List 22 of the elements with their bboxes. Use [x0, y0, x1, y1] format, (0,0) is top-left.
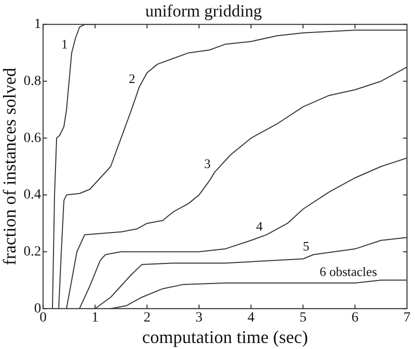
- y-tick-label: 0.6: [24, 130, 42, 146]
- y-tick-label: 1: [34, 17, 42, 32]
- x-tick-label: 2: [144, 310, 151, 326]
- x-axis-title: computation time (sec): [142, 326, 308, 347]
- annotation: 4: [256, 218, 264, 234]
- y-tick-label: 0.4: [24, 188, 42, 203]
- x-tick-label: 7: [404, 310, 410, 326]
- x-tick-label: 6: [352, 310, 359, 326]
- annotation: 1: [61, 36, 68, 52]
- y-tick-label: 0: [34, 301, 42, 316]
- y-axis-title: fraction of instances solved: [0, 68, 20, 266]
- y-tick-label: 0.8: [24, 74, 42, 89]
- annotation: 2: [128, 70, 136, 86]
- x-tick-label: 5: [300, 310, 307, 326]
- annotation: 6 obstacles: [320, 264, 378, 280]
- annotation: 5: [302, 238, 310, 254]
- x-tick-label: 1: [92, 310, 99, 326]
- x-tick-label: 4: [248, 310, 255, 326]
- x-tick-label: 3: [196, 310, 203, 326]
- annotation: 3: [204, 156, 211, 172]
- chart-title: uniform gridding: [145, 2, 262, 21]
- y-tick-label: 0.2: [24, 244, 42, 260]
